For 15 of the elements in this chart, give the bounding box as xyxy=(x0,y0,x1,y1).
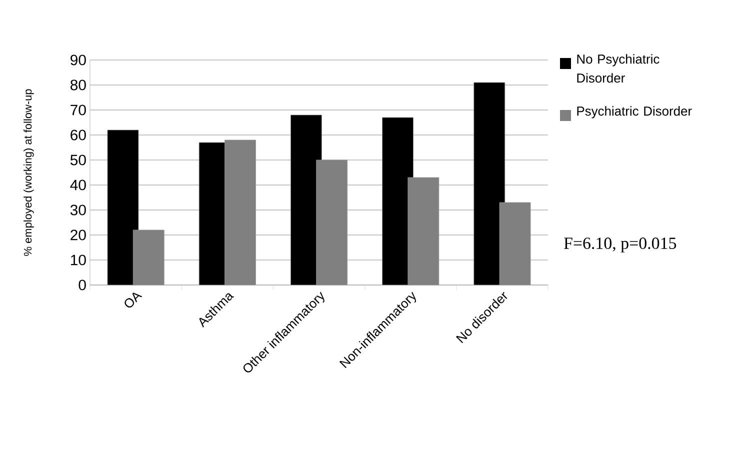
y-tick-label: 30 xyxy=(70,204,86,216)
y-tick-label: 60 xyxy=(70,130,86,140)
y-tick-label: 0 xyxy=(78,280,86,290)
y-tick-label: 70 xyxy=(70,104,86,116)
y-tick-label: 50 xyxy=(70,154,86,166)
legend-label: Psychiatric Disorder xyxy=(577,106,692,118)
legend-label: No Psychiatric Disorder xyxy=(577,54,660,83)
y-axis-title: % employed (working) at follow-up xyxy=(24,89,34,256)
x-tick-label: OA xyxy=(124,292,142,308)
text: F=6.10, p=0.015 xyxy=(564,238,676,252)
y-tick-label: 80 xyxy=(70,80,86,90)
y-tick-label: 20 xyxy=(70,230,86,240)
y-tick-label: 40 xyxy=(70,180,86,190)
y-tick-label: 90 xyxy=(70,54,86,66)
y-tick-label: 10 xyxy=(71,254,86,266)
